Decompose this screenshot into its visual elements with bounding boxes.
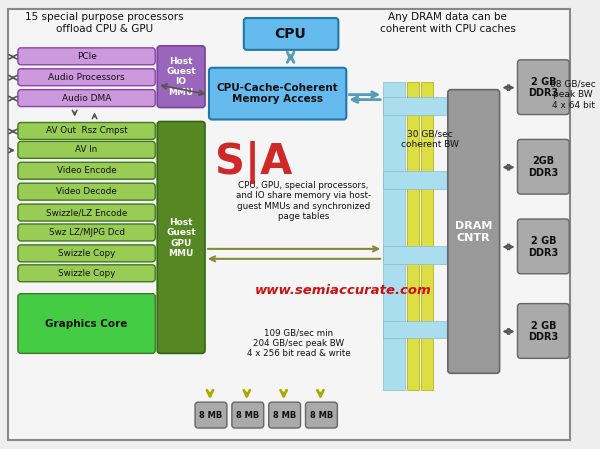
FancyBboxPatch shape xyxy=(517,304,569,358)
Text: 2 GB
DDR3: 2 GB DDR3 xyxy=(528,77,559,98)
FancyBboxPatch shape xyxy=(18,245,155,262)
Bar xyxy=(383,82,405,390)
FancyBboxPatch shape xyxy=(244,18,338,50)
FancyBboxPatch shape xyxy=(195,402,227,428)
Text: 2GB
DDR3: 2GB DDR3 xyxy=(528,157,559,178)
Text: Swz LZ/MJPG Dcd: Swz LZ/MJPG Dcd xyxy=(49,228,125,237)
FancyBboxPatch shape xyxy=(209,68,346,119)
Text: AV In: AV In xyxy=(76,145,98,154)
Text: Audio Processors: Audio Processors xyxy=(48,73,125,82)
Text: Video Encode: Video Encode xyxy=(57,166,116,175)
Text: Host
Guest
IO
MMU: Host Guest IO MMU xyxy=(166,57,196,97)
Bar xyxy=(421,82,433,390)
FancyBboxPatch shape xyxy=(18,141,155,158)
Text: AV Out  Rsz Cmpst: AV Out Rsz Cmpst xyxy=(46,127,127,136)
Text: CPU: CPU xyxy=(275,27,307,41)
Text: CPU-Cache-Coherent
Memory Access: CPU-Cache-Coherent Memory Access xyxy=(217,83,338,105)
Text: Swizzle Copy: Swizzle Copy xyxy=(58,249,115,258)
Bar xyxy=(383,321,448,339)
Text: 8 MB: 8 MB xyxy=(199,410,223,419)
FancyBboxPatch shape xyxy=(18,294,155,353)
FancyBboxPatch shape xyxy=(517,60,569,114)
FancyBboxPatch shape xyxy=(18,265,155,282)
Text: 68 GB/sec
peak BW
4 x 64 bit: 68 GB/sec peak BW 4 x 64 bit xyxy=(550,80,596,110)
FancyBboxPatch shape xyxy=(18,162,155,179)
Text: PCIe: PCIe xyxy=(77,52,97,61)
Bar xyxy=(407,82,419,390)
Text: www.semiaccurate.com: www.semiaccurate.com xyxy=(255,284,432,297)
FancyBboxPatch shape xyxy=(305,402,337,428)
FancyBboxPatch shape xyxy=(18,69,155,86)
Text: 30 GB/sec
coherent BW: 30 GB/sec coherent BW xyxy=(401,130,459,149)
FancyBboxPatch shape xyxy=(18,123,155,139)
FancyBboxPatch shape xyxy=(18,90,155,106)
Text: Swizzle/LZ Encode: Swizzle/LZ Encode xyxy=(46,208,127,217)
Text: 109 GB/sec min
204 GB/sec peak BW
4 x 256 bit read & write: 109 GB/sec min 204 GB/sec peak BW 4 x 25… xyxy=(247,329,350,358)
Text: 2 GB
DDR3: 2 GB DDR3 xyxy=(528,236,559,258)
Text: DRAM
CNTR: DRAM CNTR xyxy=(455,221,493,243)
Bar xyxy=(383,97,448,114)
Text: 8 MB: 8 MB xyxy=(236,410,259,419)
Text: Host
Guest
GPU
MMU: Host Guest GPU MMU xyxy=(166,218,196,258)
FancyBboxPatch shape xyxy=(18,224,155,241)
Text: 15 special purpose processors
offload CPU & GPU: 15 special purpose processors offload CP… xyxy=(25,12,184,34)
Text: Swizzle Copy: Swizzle Copy xyxy=(58,269,115,278)
Text: S|A: S|A xyxy=(215,141,292,184)
Text: Any DRAM data can be
coherent with CPU caches: Any DRAM data can be coherent with CPU c… xyxy=(380,12,516,34)
Text: Graphics Core: Graphics Core xyxy=(46,318,128,329)
FancyBboxPatch shape xyxy=(157,46,205,108)
FancyBboxPatch shape xyxy=(448,90,500,373)
FancyBboxPatch shape xyxy=(18,183,155,200)
Text: Video Decode: Video Decode xyxy=(56,187,117,196)
Bar xyxy=(383,246,448,264)
Text: 2 GB
DDR3: 2 GB DDR3 xyxy=(528,321,559,342)
FancyBboxPatch shape xyxy=(18,48,155,65)
Bar xyxy=(383,171,448,189)
FancyBboxPatch shape xyxy=(517,219,569,274)
FancyBboxPatch shape xyxy=(157,122,205,353)
Text: 8 MB: 8 MB xyxy=(273,410,296,419)
FancyBboxPatch shape xyxy=(18,204,155,221)
Text: CPU, GPU, special processors,
and IO share memory via host-
guest MMUs and synch: CPU, GPU, special processors, and IO sha… xyxy=(236,181,371,221)
Text: Audio DMA: Audio DMA xyxy=(62,93,111,103)
FancyBboxPatch shape xyxy=(232,402,264,428)
FancyBboxPatch shape xyxy=(517,139,569,194)
Text: 8 MB: 8 MB xyxy=(310,410,333,419)
FancyBboxPatch shape xyxy=(269,402,301,428)
